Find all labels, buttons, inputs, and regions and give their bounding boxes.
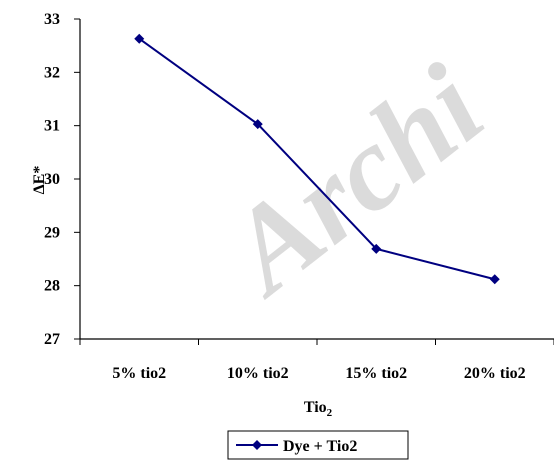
data-point-diamond [252,119,263,130]
y-tick-label: 33 [44,11,60,28]
x-tick-label: 10% tio2 [227,365,289,382]
legend-label: Dye + Tio2 [283,438,357,455]
y-tick-label: 32 [44,64,60,81]
x-tick-label: 5% tio2 [112,365,166,382]
series-layer [134,33,500,285]
y-tick-label: 31 [44,118,60,135]
legend: Dye + Tio2 [227,430,409,460]
y-axis-label: ΔE* [31,166,48,195]
y-tick-label: 28 [44,278,60,295]
y-tick-label: 29 [44,224,60,241]
y-tick-label: 27 [44,331,60,348]
x-axis-label-subscript: 2 [327,407,333,419]
watermark-text: Archi [198,39,506,321]
series-line [138,37,495,281]
data-point-diamond [371,243,382,254]
x-tick-label: 20% tio2 [464,365,526,382]
data-point-diamond [489,274,500,285]
x-axis-label-main: Tio [304,399,327,416]
x-tick-label: 15% tio2 [345,365,407,382]
y-tick-label: 30 [44,171,60,188]
axes: 27 28 29 30 31 32 33 5% tio2 10% tio2 15% tio2 20%… [44,11,554,382]
x-axis-label: Tio2 [304,399,333,419]
data-point-diamond [134,33,145,44]
legend-marker-diamond-icon [252,440,262,450]
